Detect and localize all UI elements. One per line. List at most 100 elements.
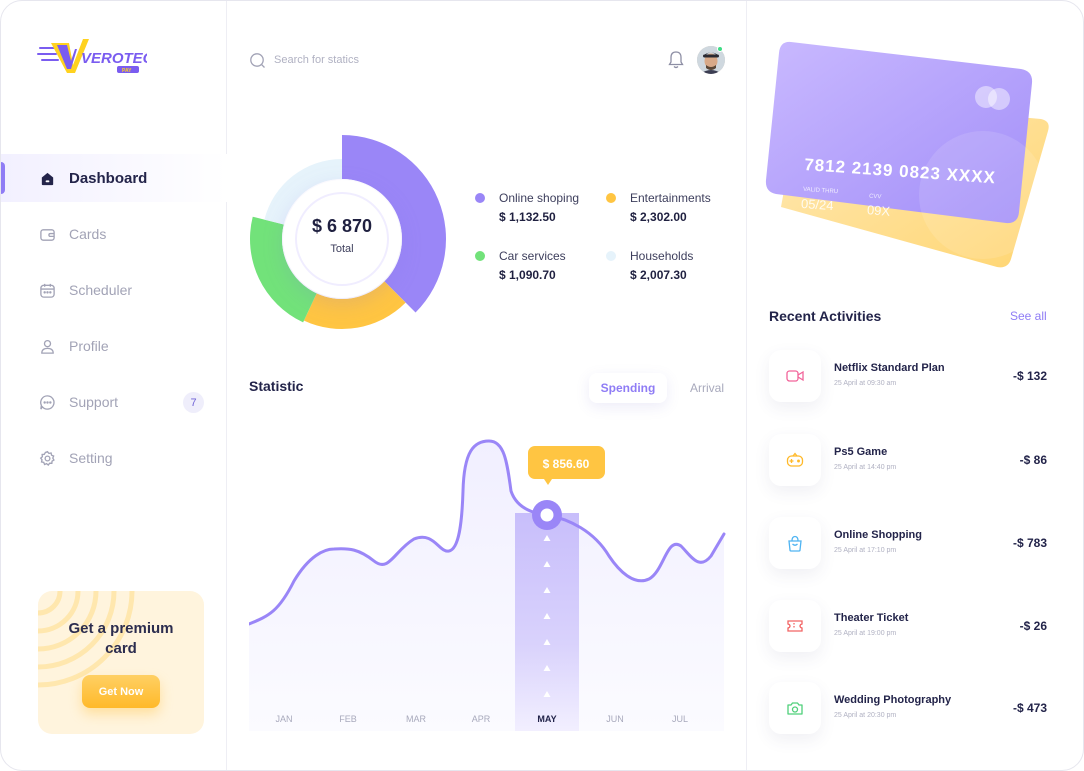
sidebar-item-setting[interactable]: Setting	[1, 434, 227, 482]
donut-total-label: Total	[330, 243, 353, 255]
legend-label: Households	[630, 249, 694, 263]
donut-segment-car-services[interactable]	[249, 216, 317, 323]
activity-icon-box	[769, 682, 821, 734]
shopping-bag-icon	[788, 535, 802, 552]
video-icon	[786, 370, 804, 382]
sidebar-item-label: Dashboard	[69, 169, 148, 187]
premium-card-promo: Get a premium card Get Now	[38, 591, 204, 734]
home-icon	[41, 172, 54, 185]
svg-text:PAY: PAY	[122, 68, 132, 74]
sidebar-item-label: Setting	[69, 450, 113, 466]
card-cvv-value: 09X	[866, 202, 891, 219]
activity-amount: -$ 132	[1012, 369, 1047, 383]
right-panel: 7812 2139 0823 XXXX VALID THRU 05/24 CVV…	[747, 1, 1083, 770]
gear-icon	[39, 450, 55, 466]
legend-label: Car services	[499, 249, 566, 263]
camera-icon	[787, 701, 803, 715]
x-tick-label-jan: JAN	[275, 714, 292, 724]
activity-time: 25 April at 17:10 pm	[834, 547, 897, 554]
verotech-logo[interactable]: VEROTECH PAY	[37, 35, 147, 79]
search-input[interactable]	[274, 54, 494, 66]
activity-item-netflix[interactable]: Netflix Standard Plan 25 April at 09:30 …	[769, 350, 1049, 406]
activity-item-ps5[interactable]: Ps5 Game 25 April at 14:40 pm -$ 86	[769, 434, 1049, 490]
x-tick-label-apr: APR	[472, 714, 491, 724]
chat-icon	[40, 394, 55, 410]
activity-item-wedding-photography[interactable]: Wedding Photography 25 April at 20:30 pm…	[769, 682, 1049, 738]
user-photo	[697, 46, 725, 74]
activity-time: 25 April at 20:30 pm	[834, 712, 897, 719]
gamepad-icon	[786, 452, 804, 467]
activity-name: Theater Ticket	[834, 612, 909, 624]
activity-amount: -$ 783	[1012, 536, 1047, 550]
activity-item-online-shopping[interactable]: Online Shopping 25 April at 17:10 pm -$ …	[769, 517, 1049, 573]
x-tick-label-jun: JUN	[606, 714, 624, 724]
wallet-icon	[40, 228, 55, 241]
activity-name: Netflix Standard Plan	[834, 362, 945, 374]
activity-time: 25 April at 14:40 pm	[834, 464, 897, 471]
activity-item-theater[interactable]: Theater Ticket 25 April at 19:00 pm -$ 2…	[769, 600, 1049, 656]
sidebar-item-label: Scheduler	[69, 282, 133, 298]
legend-value: $ 1,090.70	[499, 268, 556, 282]
statistic-title: Statistic	[249, 378, 304, 394]
activity-icon-box	[769, 517, 821, 569]
activity-name: Ps5 Game	[834, 446, 888, 458]
sidebar-item-label: Cards	[69, 226, 107, 242]
x-tick-label-may: MAY	[537, 714, 556, 724]
card-cvv-label: CVV	[868, 193, 882, 201]
calendar-icon	[40, 283, 55, 298]
support-count-badge: 7	[183, 392, 204, 413]
tooltip: $ 856.60	[528, 446, 605, 485]
highlight-arrows	[543, 535, 551, 697]
legend-dot	[606, 251, 616, 261]
donut-segment-entertainments[interactable]	[303, 281, 406, 329]
credit-card[interactable]: 7812 2139 0823 XXXX VALID THRU 05/24 CVV…	[761, 37, 1061, 277]
sidebar-item-support[interactable]: Support 7	[1, 378, 227, 426]
donut-segment-households[interactable]	[264, 159, 342, 225]
activity-name: Wedding Photography	[834, 694, 952, 706]
spending-line	[249, 439, 726, 626]
card-graphic	[765, 41, 1049, 268]
sidebar-item-label: Profile	[69, 338, 109, 354]
activity-icon-box	[769, 434, 821, 486]
x-tick-label-feb: FEB	[339, 714, 357, 724]
legend-dot	[475, 251, 485, 261]
tab-arrival[interactable]: Arrival	[679, 373, 735, 403]
legend-label: Entertainments	[630, 191, 711, 205]
donut-segment-online-shopping[interactable]	[342, 135, 446, 313]
spending-donut-chart: $ 6 870 Total	[249, 135, 446, 329]
sidebar-item-profile[interactable]: Profile	[1, 322, 227, 370]
x-axis-labels: JAN FEB MAR APR MAY JUN JUL	[275, 714, 688, 724]
x-tick-label-mar: MAR	[406, 714, 427, 724]
sidebar-item-scheduler[interactable]: Scheduler	[1, 266, 227, 314]
promo-rings-decoration	[38, 591, 135, 688]
bell-icon[interactable]	[667, 50, 685, 70]
legend-label: Online shoping	[499, 191, 580, 205]
tooltip-value: $ 856.60	[543, 457, 590, 471]
svg-text:VEROTECH: VEROTECH	[81, 50, 147, 67]
sidebar-item-label: Support	[69, 394, 119, 410]
ticket-icon	[787, 620, 803, 632]
sidebar-item-dashboard[interactable]: Dashboard	[1, 154, 227, 202]
search-icon[interactable]	[249, 52, 266, 69]
activity-icon-box	[769, 350, 821, 402]
sidebar-item-cards[interactable]: Cards	[1, 210, 227, 258]
main-panel: $ 6 870 Total Online shoping $ 1,132.50 …	[227, 1, 747, 770]
highlight-point-core	[540, 508, 554, 522]
search-bar	[249, 50, 549, 70]
get-now-button[interactable]: Get Now	[82, 675, 160, 708]
legend-value: $ 2,302.00	[630, 210, 687, 224]
sidebar: VEROTECH PAY Dashboard Cards	[1, 1, 227, 770]
activity-icon-box	[769, 600, 821, 652]
tab-spending[interactable]: Spending	[589, 373, 667, 403]
donut-total-value: $ 6 870	[312, 216, 372, 236]
see-all-link[interactable]: See all	[1010, 309, 1047, 323]
online-status-dot	[717, 46, 723, 52]
activity-name: Online Shopping	[834, 529, 922, 541]
activity-amount: -$ 26	[1019, 619, 1047, 633]
legend-value: $ 2,007.30	[630, 268, 687, 282]
legend-dot	[475, 193, 485, 203]
legend-value: $ 1,132.50	[499, 210, 556, 224]
statistic-line-chart: $ 856.60 JAN FEB MAR APR MAY JUN JUL	[249, 439, 726, 731]
highlight-column	[515, 513, 579, 731]
